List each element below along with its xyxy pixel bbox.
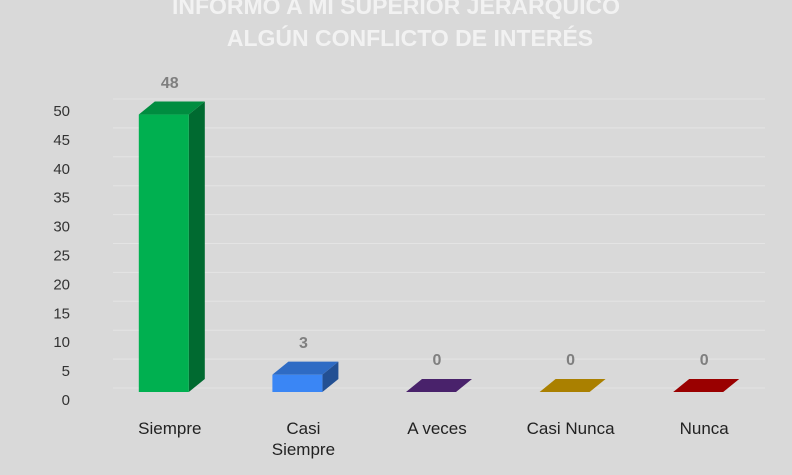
y-tick-label: 30 (53, 219, 70, 236)
value-label: 48 (161, 75, 179, 92)
x-tick-label: Nunca (679, 419, 729, 438)
bar-front (138, 114, 189, 392)
y-tick-label: 5 (62, 363, 70, 380)
bar-top (406, 379, 472, 392)
y-tick-label: 20 (53, 276, 70, 293)
bar (673, 379, 740, 392)
y-tick-label: 45 (53, 132, 70, 149)
x-tick-label: A veces (407, 419, 467, 438)
value-label: 0 (566, 352, 575, 369)
bar-top (138, 101, 205, 115)
bar-front (272, 374, 323, 392)
bar-side (322, 361, 339, 392)
y-tick-label: 25 (53, 247, 70, 264)
value-label: 0 (700, 352, 709, 369)
y-tick-label: 50 (53, 103, 70, 120)
y-tick-label: 0 (62, 392, 70, 409)
bar (138, 101, 205, 392)
chart-title: ALGÚN CONFLICTO DE INTERÉS (227, 24, 593, 51)
value-label: 0 (433, 352, 442, 369)
y-tick-label: 40 (53, 161, 70, 178)
chart-title: INFORMO A MI SUPERIOR JERÁRQUICO (172, 0, 620, 19)
bar-top (539, 379, 606, 392)
value-label: 3 (299, 335, 308, 352)
y-tick-label: 10 (53, 334, 70, 351)
bar-top (673, 379, 740, 392)
bar-top (272, 361, 339, 375)
x-tick-label: Siempre (138, 419, 202, 438)
y-tick-label: 15 (53, 305, 70, 322)
y-tick-label: 35 (53, 190, 70, 207)
bar (406, 379, 472, 392)
bar (272, 361, 339, 392)
x-tick-label: Casi Siempre (271, 419, 336, 459)
x-tick-label: Casi Nunca (526, 419, 615, 438)
bar-side (188, 101, 205, 392)
bar (539, 379, 606, 392)
